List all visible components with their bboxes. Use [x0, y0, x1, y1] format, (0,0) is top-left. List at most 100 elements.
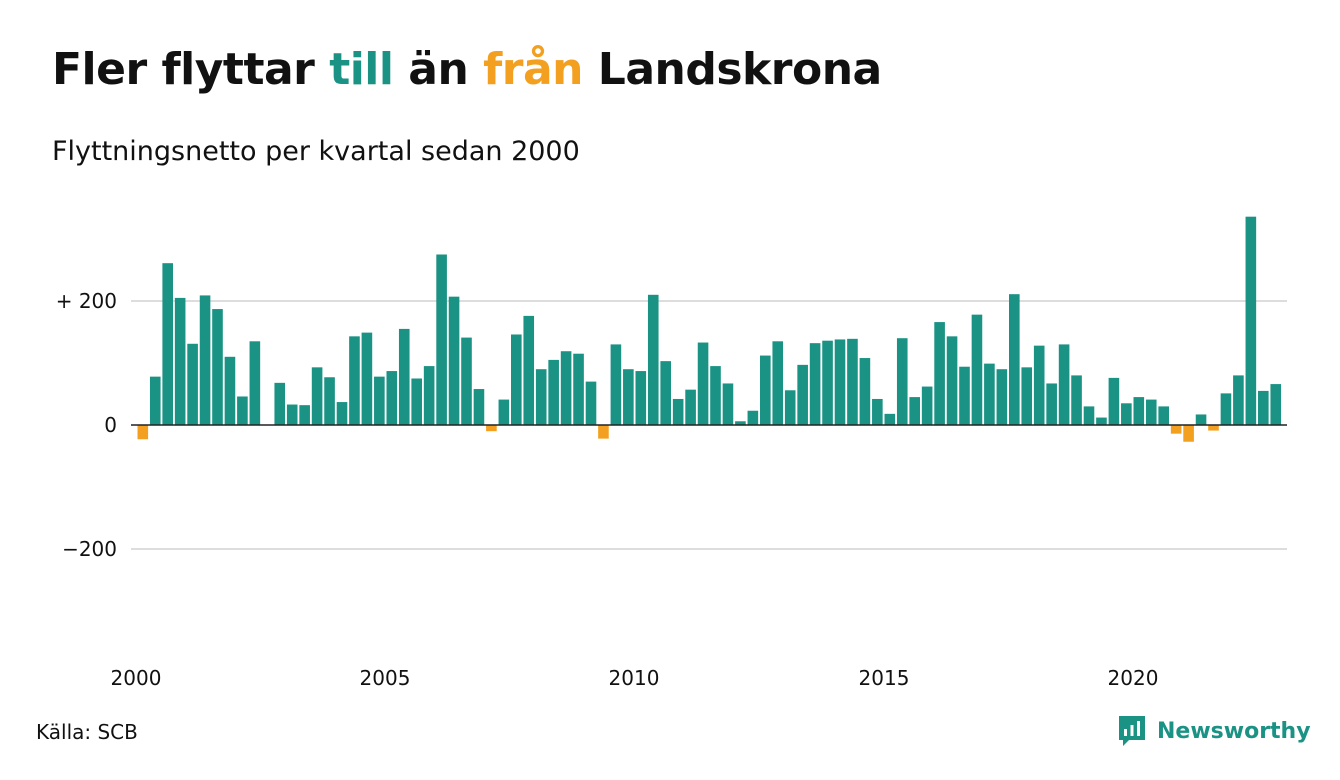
bar [1083, 406, 1095, 425]
bar [249, 341, 261, 425]
chart-title: Fler flyttar till än från Landskrona [52, 44, 882, 95]
y-tick-label: 0 [104, 413, 117, 437]
bar [697, 342, 709, 425]
bar [349, 336, 360, 425]
bar [984, 363, 995, 425]
bar [448, 296, 460, 425]
bar [710, 366, 721, 425]
bar [274, 382, 286, 425]
bar [934, 322, 945, 425]
bar [1121, 403, 1132, 425]
bar [735, 421, 746, 425]
bar [311, 367, 323, 425]
bar [747, 410, 759, 425]
title-part-3: Landskrona [582, 44, 882, 95]
bar [374, 376, 385, 425]
bar [398, 328, 410, 425]
bar [1133, 397, 1145, 425]
bar [896, 338, 908, 425]
bar [560, 351, 572, 425]
bar [149, 376, 161, 425]
bar [498, 399, 510, 425]
bar [909, 397, 920, 425]
bar [423, 366, 435, 425]
bar [822, 340, 833, 425]
bar [324, 377, 335, 425]
chart-subtitle: Flyttningsnetto per kvartal sedan 2000 [52, 136, 580, 167]
bar [872, 398, 883, 425]
bar [884, 413, 896, 425]
bar [511, 334, 522, 425]
bar [996, 369, 1008, 425]
bar [1021, 367, 1033, 425]
bar [772, 341, 784, 425]
bar [672, 398, 684, 425]
source-note: Källa: SCB [36, 720, 138, 744]
bar [1170, 425, 1182, 434]
bar [635, 371, 647, 425]
bar [647, 294, 659, 425]
bar [834, 339, 846, 425]
title-part-1: Fler flyttar [52, 44, 330, 95]
bar [1233, 375, 1244, 425]
y-tick-label: + 200 [56, 289, 117, 313]
bar [784, 390, 796, 425]
bar [660, 361, 671, 425]
bar [1183, 425, 1194, 442]
bar [548, 359, 559, 425]
bar [1195, 414, 1207, 425]
bar [386, 371, 398, 425]
bar [436, 254, 447, 425]
bar [685, 389, 696, 425]
bar [1208, 425, 1219, 431]
bar [286, 404, 298, 425]
bar [946, 336, 958, 425]
brand-name: Newsworthy [1157, 718, 1311, 744]
bar [411, 378, 422, 425]
bar [598, 425, 609, 439]
bar [722, 383, 734, 425]
bar [1009, 294, 1020, 425]
bar [1145, 399, 1157, 425]
bar [535, 369, 547, 425]
x-tick-label: 2015 [859, 666, 910, 690]
x-tick-label: 2010 [609, 666, 660, 690]
bar [1158, 406, 1169, 425]
bar [137, 425, 149, 440]
bar [610, 344, 622, 425]
bar [461, 337, 472, 425]
bar [573, 353, 584, 425]
brand-logo: Newsworthy [1117, 714, 1311, 748]
bar [921, 386, 933, 425]
x-tick-label: 2000 [111, 666, 162, 690]
bar [1108, 377, 1120, 425]
bar [361, 332, 373, 425]
bar [212, 309, 223, 425]
bar [523, 315, 535, 425]
bar [585, 381, 597, 425]
bar [174, 297, 186, 425]
newsworthy-logo-icon [1119, 716, 1145, 746]
title-highlight-fran: från [483, 44, 583, 95]
bar [1096, 417, 1107, 425]
x-tick-label: 2005 [360, 666, 411, 690]
bar [847, 338, 858, 425]
bar [1220, 393, 1232, 425]
bar [809, 343, 821, 425]
bar [1071, 375, 1082, 425]
bar [162, 263, 173, 425]
x-tick-label: 2020 [1108, 666, 1159, 690]
bar [959, 366, 970, 425]
bar [1033, 345, 1045, 425]
bar [237, 396, 248, 425]
bar [299, 405, 310, 425]
bar [971, 314, 983, 425]
bar [1258, 390, 1269, 425]
bar [797, 364, 808, 425]
bar [1245, 216, 1257, 425]
bar [336, 402, 348, 425]
bar [760, 355, 771, 425]
bar [1058, 344, 1070, 425]
bar [199, 295, 211, 425]
